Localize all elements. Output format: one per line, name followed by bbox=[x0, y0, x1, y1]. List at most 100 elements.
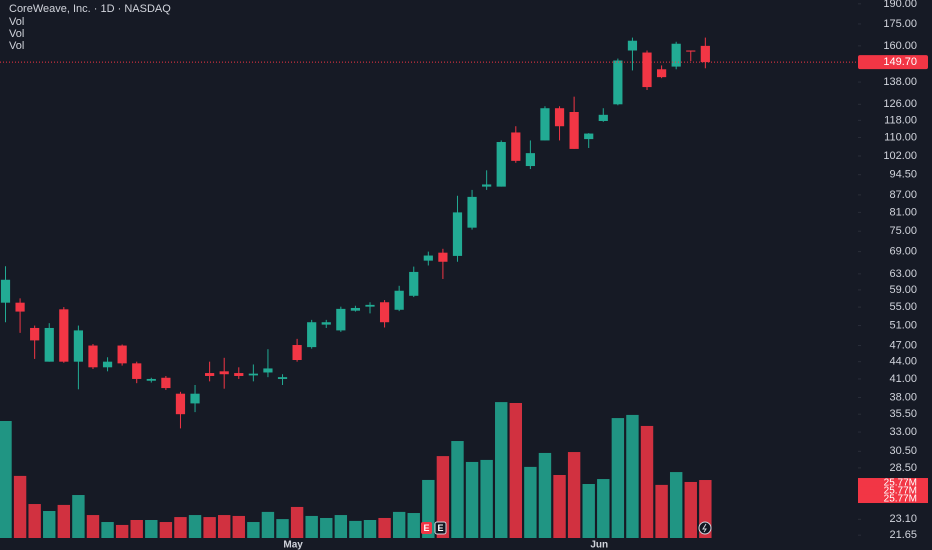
candle-body bbox=[423, 255, 433, 261]
y-tick-label: 44.00 bbox=[889, 356, 917, 368]
volume-bar bbox=[247, 522, 260, 538]
y-tick-label: 21.65 bbox=[889, 529, 917, 541]
x-tick-label: Jun bbox=[590, 540, 608, 550]
volume-bar bbox=[203, 517, 216, 538]
candle-body bbox=[540, 108, 550, 141]
candle-body bbox=[146, 378, 156, 381]
y-tick-label: 110.00 bbox=[884, 131, 917, 143]
y-tick-label: 138.00 bbox=[883, 76, 917, 88]
candle-body bbox=[642, 52, 652, 88]
volume-bar bbox=[232, 515, 245, 538]
candle-body bbox=[219, 371, 229, 375]
volume-bar bbox=[684, 481, 697, 538]
candle-body bbox=[365, 304, 375, 307]
candle-body bbox=[482, 184, 492, 187]
candle-body bbox=[15, 302, 25, 312]
candle-body bbox=[700, 45, 710, 63]
candle-body bbox=[452, 212, 463, 256]
earnings-badge[interactable] bbox=[434, 521, 447, 535]
candle-body bbox=[132, 363, 142, 379]
earnings-marker[interactable]: E bbox=[437, 523, 443, 533]
candle-body bbox=[627, 40, 638, 51]
y-tick-label: 23.10 bbox=[889, 513, 917, 525]
candle-body bbox=[438, 252, 448, 262]
lightning-icon bbox=[702, 523, 707, 533]
candle-pane bbox=[0, 37, 710, 429]
candle-body bbox=[292, 345, 302, 361]
candle-body bbox=[657, 69, 667, 78]
volume-bar bbox=[145, 520, 158, 538]
y-tick-label: 81.00 bbox=[889, 206, 917, 218]
volume-bar bbox=[320, 517, 333, 538]
volume-bar bbox=[290, 506, 304, 538]
volume-pane bbox=[0, 402, 712, 538]
volume-bar bbox=[451, 441, 464, 538]
candle-body bbox=[307, 322, 317, 348]
candle-body bbox=[0, 279, 11, 303]
volume-bar bbox=[495, 402, 508, 538]
y-tick-label: 28.50 bbox=[889, 462, 917, 474]
candle-body bbox=[598, 114, 608, 121]
volume-value-label: 25.77M bbox=[884, 478, 917, 489]
candle-body bbox=[496, 142, 506, 187]
candle-body bbox=[30, 327, 40, 341]
candle-body bbox=[73, 330, 83, 362]
candle-body bbox=[613, 60, 623, 105]
volume-bar bbox=[57, 504, 71, 538]
y-tick-label: 41.00 bbox=[889, 373, 917, 385]
candle-body bbox=[525, 153, 535, 167]
y-tick-label: 126.00 bbox=[883, 98, 917, 110]
volume-bar bbox=[611, 418, 625, 538]
volume-bar bbox=[349, 520, 362, 538]
y-tick-label: 35.50 bbox=[889, 408, 917, 420]
volume-bar bbox=[480, 459, 493, 538]
volume-bar bbox=[392, 511, 406, 538]
y-tick-label: 160.00 bbox=[883, 40, 917, 52]
dividend-icon[interactable] bbox=[698, 521, 712, 535]
y-tick-label: 47.00 bbox=[889, 339, 917, 351]
volume-bar bbox=[524, 466, 537, 538]
volume-bar bbox=[597, 479, 610, 538]
volume-bar bbox=[0, 421, 12, 538]
candle-body bbox=[321, 322, 331, 325]
volume-bar bbox=[72, 495, 85, 538]
volume-bar bbox=[363, 520, 377, 538]
candle-body bbox=[44, 327, 54, 362]
volume-bar bbox=[218, 515, 231, 538]
candle-body bbox=[554, 108, 565, 127]
earnings-badge[interactable] bbox=[421, 522, 432, 534]
volume-bar bbox=[567, 452, 581, 538]
candle-body bbox=[409, 271, 419, 296]
y-tick-label: 59.00 bbox=[889, 284, 917, 296]
candle-body bbox=[379, 302, 390, 323]
candle-body bbox=[277, 377, 288, 379]
volume-bar bbox=[582, 484, 595, 538]
candle-body bbox=[88, 345, 98, 368]
volume-value-box bbox=[858, 478, 928, 488]
legend-entry: Vol bbox=[9, 16, 24, 28]
volume-bar bbox=[13, 475, 27, 538]
volume-bar bbox=[276, 519, 289, 538]
volume-bar bbox=[626, 414, 639, 538]
volume-bar bbox=[86, 515, 100, 538]
candle-body bbox=[584, 133, 594, 140]
volume-bar bbox=[101, 522, 114, 538]
x-tick-label: May bbox=[283, 540, 303, 550]
candle-body bbox=[190, 393, 200, 404]
candle-body bbox=[569, 112, 579, 149]
volume-value-box bbox=[858, 494, 928, 504]
volume-bar bbox=[334, 515, 348, 538]
candle-body bbox=[336, 308, 346, 331]
volume-bar bbox=[640, 425, 654, 538]
volume-bar bbox=[538, 452, 552, 538]
candle-body bbox=[350, 307, 361, 311]
candle-body bbox=[248, 373, 258, 376]
candle-body bbox=[161, 377, 171, 389]
volume-bar bbox=[436, 456, 450, 538]
volume-bar bbox=[378, 517, 391, 538]
y-tick-label: 30.50 bbox=[889, 445, 917, 457]
volume-bar bbox=[261, 511, 275, 538]
earnings-marker[interactable]: E bbox=[423, 523, 429, 533]
